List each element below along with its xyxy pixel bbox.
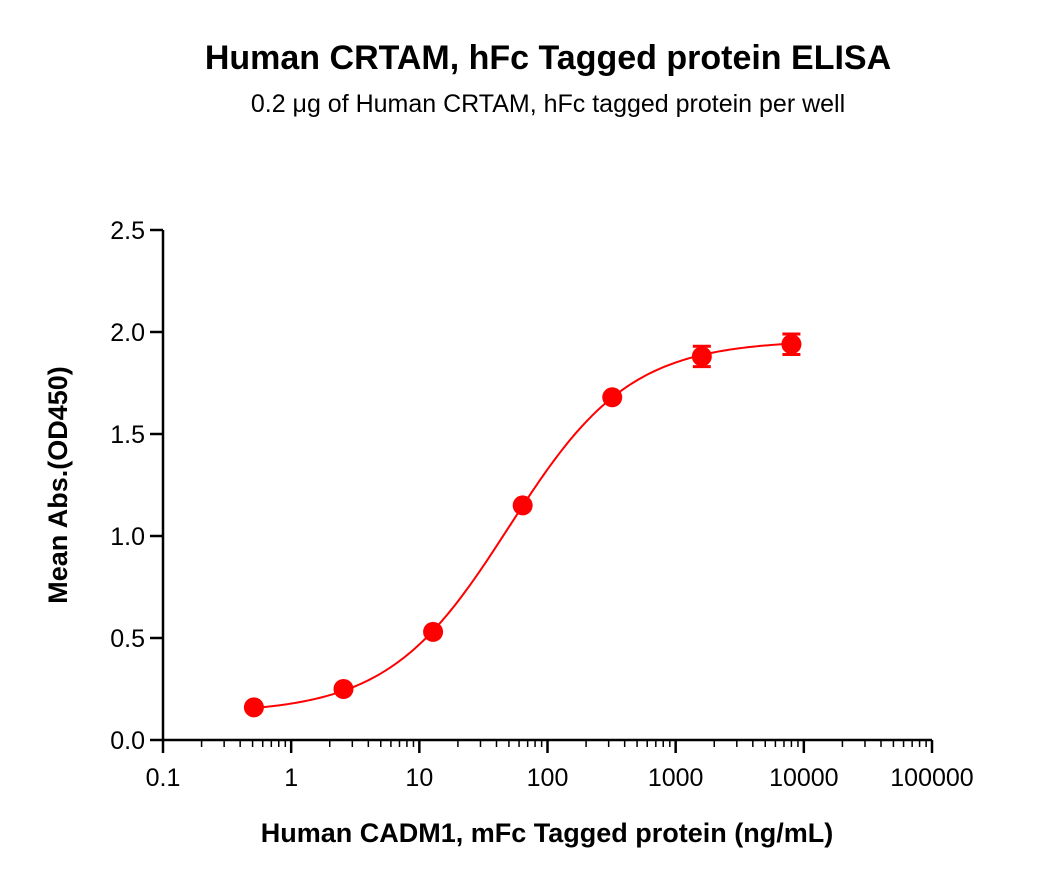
chart-title: Human CRTAM, hFc Tagged protein ELISA bbox=[204, 39, 892, 77]
y-tick-label: 2.5 bbox=[110, 217, 145, 245]
data-point bbox=[602, 387, 623, 408]
y-axis: 0.0 0.5 1.0 1.5 2.0 2.5 bbox=[110, 217, 165, 755]
x-ticks: 0.1 1 10 100 1000 10000 100000 bbox=[146, 740, 974, 792]
y-axis-title: Mean Abs.(OD450) bbox=[43, 366, 73, 604]
x-tick-label: 1000 bbox=[648, 764, 704, 792]
chart-subtitle: 0.2 μg of Human CRTAM, hFc tagged protei… bbox=[250, 90, 846, 118]
x-tick-label: 100000 bbox=[890, 764, 973, 792]
plot-area bbox=[243, 332, 802, 718]
data-point bbox=[691, 346, 712, 367]
x-tick-label: 100 bbox=[527, 764, 569, 792]
x-tick-label: 10 bbox=[405, 764, 433, 792]
x-tick-label: 1 bbox=[284, 764, 298, 792]
data-point bbox=[781, 334, 802, 355]
data-point bbox=[243, 697, 264, 718]
y-tick-label: 2.0 bbox=[110, 319, 145, 347]
data-point bbox=[423, 621, 444, 642]
data-point bbox=[333, 679, 354, 699]
x-tick-label: 10000 bbox=[769, 764, 839, 792]
x-tick-label: 0.1 bbox=[146, 764, 181, 792]
x-axis-title: Human CADM1, mFc Tagged protein (ng/mL) bbox=[261, 818, 834, 848]
y-tick-label: 1.5 bbox=[110, 421, 145, 449]
y-tick-label: 0.0 bbox=[110, 727, 145, 755]
data-point bbox=[512, 495, 533, 516]
y-tick-label: 0.5 bbox=[110, 625, 145, 653]
y-tick-label: 1.0 bbox=[110, 523, 145, 551]
y-ticks: 0.0 0.5 1.0 1.5 2.0 2.5 bbox=[110, 217, 163, 755]
fit-curve bbox=[253, 342, 792, 710]
x-axis: 0.1 1 10 100 1000 10000 100000 bbox=[146, 738, 974, 792]
